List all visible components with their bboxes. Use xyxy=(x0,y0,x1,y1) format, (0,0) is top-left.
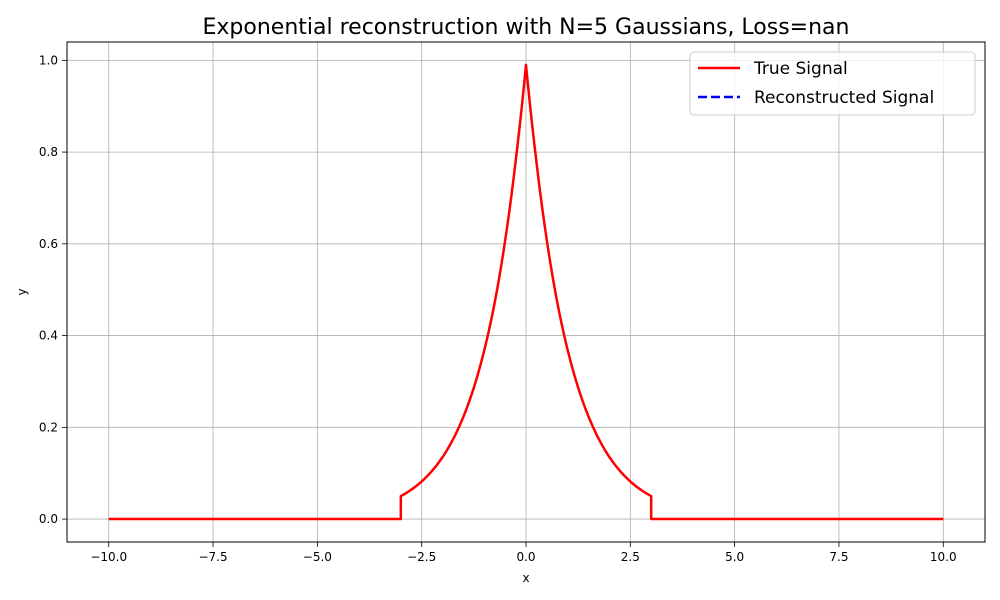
x-tick-label: 2.5 xyxy=(621,550,640,564)
legend: True Signal Reconstructed Signal xyxy=(689,51,976,116)
series-line-true-signal xyxy=(108,63,944,521)
legend-label-reconstructed-signal: Reconstructed Signal xyxy=(754,88,934,108)
y-tick-label: 0.4 xyxy=(39,329,58,343)
chart-title: Exponential reconstruction with N=5 Gaus… xyxy=(203,15,850,40)
x-axis-label: x xyxy=(522,571,529,585)
legend-box xyxy=(689,51,976,116)
y-axis-label: y xyxy=(15,288,29,295)
x-tick-label: 10.0 xyxy=(930,550,957,564)
legend-label-true-signal: True Signal xyxy=(753,59,848,79)
ticks: −10.0 −7.5 −5.0 −2.5 0.0 2.5 5.0 7.5 10.0 0.0 0.2 0… xyxy=(39,53,957,564)
y-tick-label: 1.0 xyxy=(39,53,58,67)
series-layer xyxy=(108,63,944,521)
x-tick-label: −2.5 xyxy=(407,550,436,564)
x-tick-label: 7.5 xyxy=(829,550,848,564)
y-tick-label: 0.0 xyxy=(39,512,58,526)
grid xyxy=(67,42,985,542)
y-tick-label: 0.6 xyxy=(39,237,58,251)
y-tick-label: 0.2 xyxy=(39,420,58,434)
x-tick-label: −5.0 xyxy=(303,550,332,564)
x-tick-label: 0.0 xyxy=(516,550,535,564)
x-tick-label: 5.0 xyxy=(725,550,744,564)
y-tick-label: 0.8 xyxy=(39,145,58,159)
x-tick-label: −10.0 xyxy=(90,550,127,564)
x-tick-label: −7.5 xyxy=(198,550,227,564)
